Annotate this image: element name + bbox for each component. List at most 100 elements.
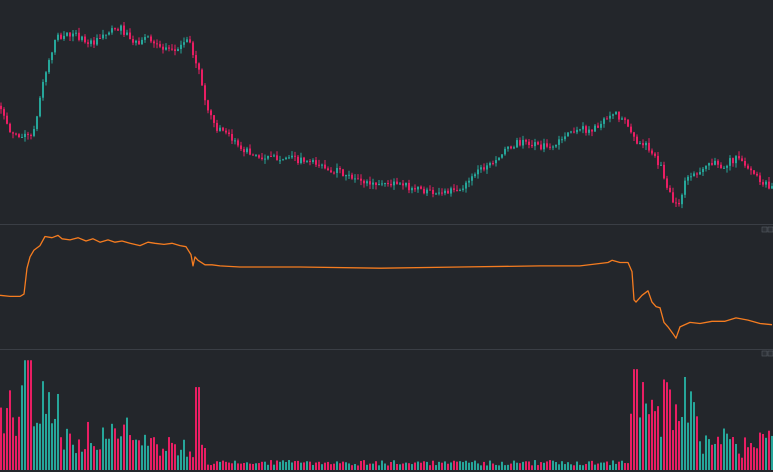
candle-body[interactable]	[630, 126, 632, 133]
candle-body[interactable]	[204, 85, 206, 101]
candle-body[interactable]	[369, 181, 371, 185]
volume-bar[interactable]	[354, 463, 356, 470]
volume-bar[interactable]	[465, 460, 467, 470]
candle-body[interactable]	[180, 44, 182, 50]
candle-body[interactable]	[165, 47, 167, 50]
candle-body[interactable]	[294, 155, 296, 157]
volume-bar[interactable]	[579, 464, 581, 470]
volume-bar[interactable]	[768, 430, 770, 470]
volume-bar[interactable]	[84, 449, 86, 470]
candle-body[interactable]	[366, 181, 368, 184]
volume-bar[interactable]	[306, 461, 308, 470]
volume-bar[interactable]	[612, 460, 614, 470]
candle-body[interactable]	[189, 39, 191, 43]
volume-bar[interactable]	[414, 462, 416, 470]
volume-bar[interactable]	[255, 463, 257, 470]
candle-body[interactable]	[336, 168, 338, 173]
volume-bar[interactable]	[423, 461, 425, 470]
candle-body[interactable]	[30, 134, 32, 136]
candle-body[interactable]	[66, 32, 68, 36]
candle-body[interactable]	[264, 158, 266, 160]
volume-bar[interactable]	[300, 462, 302, 470]
volume-bar[interactable]	[351, 465, 353, 470]
candle-body[interactable]	[327, 168, 329, 171]
volume-bar[interactable]	[138, 440, 140, 470]
candle-body[interactable]	[21, 137, 23, 139]
candle-body[interactable]	[183, 42, 185, 45]
volume-bar[interactable]	[24, 360, 26, 470]
volume-bar[interactable]	[567, 462, 569, 470]
volume-bar[interactable]	[204, 448, 206, 470]
candle-body[interactable]	[762, 182, 764, 185]
candle-body[interactable]	[84, 36, 86, 43]
candle-body[interactable]	[588, 129, 590, 133]
candle-body[interactable]	[507, 146, 509, 149]
volume-bar[interactable]	[507, 464, 509, 470]
candle-body[interactable]	[534, 142, 536, 147]
candle-body[interactable]	[78, 32, 80, 40]
volume-bar[interactable]	[51, 423, 53, 470]
candle-body[interactable]	[765, 181, 767, 185]
candle-body[interactable]	[126, 32, 128, 35]
candle-body[interactable]	[210, 110, 212, 116]
candle-body[interactable]	[633, 132, 635, 137]
candle-body[interactable]	[156, 43, 158, 45]
candle-body[interactable]	[96, 38, 98, 45]
candle-body[interactable]	[135, 40, 137, 43]
volume-bar[interactable]	[168, 437, 170, 470]
candle-body[interactable]	[15, 133, 17, 135]
volume-bar[interactable]	[510, 463, 512, 470]
volume-bar[interactable]	[153, 437, 155, 470]
candle-body[interactable]	[600, 123, 602, 128]
candle-body[interactable]	[480, 167, 482, 170]
volume-bar[interactable]	[726, 433, 728, 470]
candle-body[interactable]	[594, 125, 596, 132]
volume-bar[interactable]	[486, 465, 488, 470]
volume-bar[interactable]	[369, 463, 371, 470]
volume-bar[interactable]	[573, 465, 575, 470]
candle-body[interactable]	[402, 183, 404, 186]
volume-bar[interactable]	[258, 463, 260, 470]
volume-bar[interactable]	[564, 464, 566, 470]
volume-bar[interactable]	[639, 417, 641, 470]
candle-body[interactable]	[477, 169, 479, 175]
candle-body[interactable]	[756, 173, 758, 176]
volume-bar[interactable]	[549, 460, 551, 470]
candle-body[interactable]	[426, 189, 428, 194]
candle-body[interactable]	[711, 163, 713, 165]
candle-body[interactable]	[423, 188, 425, 194]
volume-bar[interactable]	[711, 444, 713, 470]
volume-bar[interactable]	[378, 465, 380, 470]
candle-body[interactable]	[576, 129, 578, 133]
candle-body[interactable]	[234, 140, 236, 142]
candle-body[interactable]	[141, 39, 143, 45]
candle-body[interactable]	[225, 130, 227, 133]
candle-body[interactable]	[174, 49, 176, 52]
candle-body[interactable]	[717, 160, 719, 165]
candle-body[interactable]	[309, 160, 311, 162]
volume-bar[interactable]	[57, 393, 59, 470]
candle-body[interactable]	[447, 190, 449, 194]
volume-bar[interactable]	[159, 455, 161, 470]
volume-bar[interactable]	[129, 435, 131, 470]
candle-body[interactable]	[285, 157, 287, 160]
volume-bar[interactable]	[492, 463, 494, 470]
volume-bar[interactable]	[9, 390, 11, 470]
candle-body[interactable]	[690, 176, 692, 178]
candle-body[interactable]	[672, 192, 674, 203]
candle-body[interactable]	[372, 182, 374, 185]
volume-bar[interactable]	[42, 381, 44, 470]
volume-bar[interactable]	[363, 460, 365, 470]
volume-bar[interactable]	[345, 462, 347, 470]
volume-bar[interactable]	[273, 464, 275, 470]
candle-body[interactable]	[474, 174, 476, 177]
volume-bar[interactable]	[246, 462, 248, 470]
volume-bar[interactable]	[219, 461, 221, 470]
volume-bar[interactable]	[747, 447, 749, 470]
candle-body[interactable]	[192, 42, 194, 56]
volume-bar[interactable]	[288, 460, 290, 470]
candle-body[interactable]	[291, 155, 293, 158]
candle-body[interactable]	[387, 183, 389, 185]
candle-body[interactable]	[279, 160, 281, 162]
